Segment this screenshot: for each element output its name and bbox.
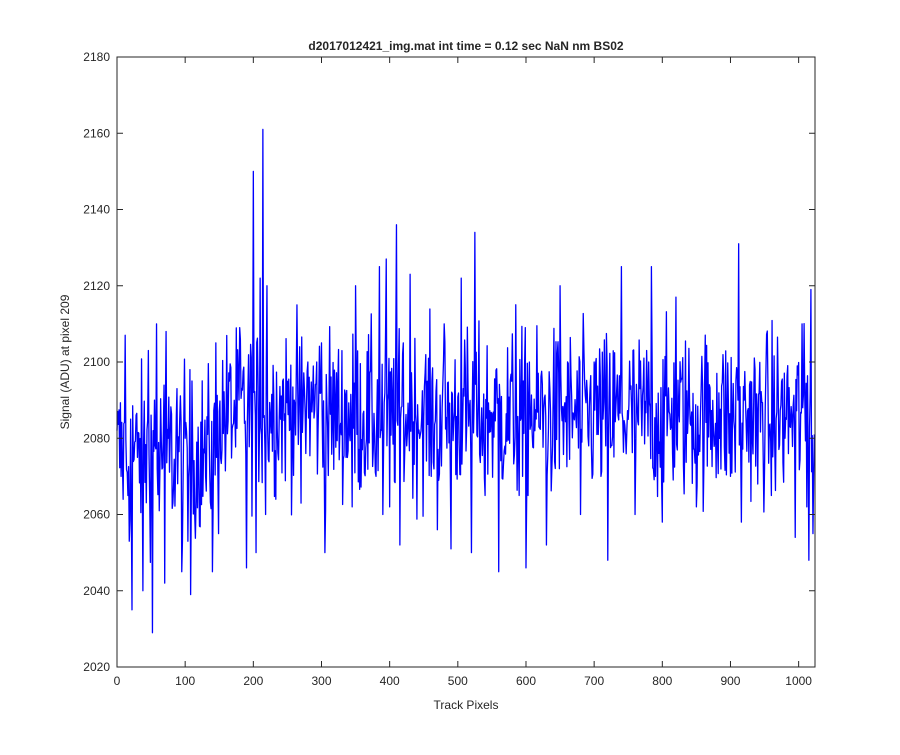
x-tick-label: 400 [380,674,400,688]
x-tick-label: 1000 [785,674,812,688]
axes-background [117,57,815,667]
x-tick-label: 100 [175,674,195,688]
x-tick-label: 500 [448,674,468,688]
x-tick-label: 800 [652,674,672,688]
y-tick-label: 2100 [83,355,110,369]
y-tick-label: 2080 [83,431,110,445]
x-tick-label: 600 [516,674,536,688]
y-tick-label: 2040 [83,584,110,598]
x-tick-label: 700 [584,674,604,688]
y-tick-label: 2160 [83,126,110,140]
tick-layer: 0 100 200 300 400 500 600 700 800 900 1000 2020 2040… [83,50,815,688]
y-axis-label: Signal (ADU) at pixel 209 [58,294,72,429]
x-tick-label: 300 [311,674,331,688]
y-tick-label: 2140 [83,203,110,217]
series-line [116,128,815,634]
x-tick-label: 900 [720,674,740,688]
x-tick-label: 200 [243,674,263,688]
x-tick-label: 0 [114,674,121,688]
y-tick-label: 2120 [83,279,110,293]
y-tick-label: 2020 [83,660,110,674]
y-tick-label: 2060 [83,508,110,522]
y-tick-label: 2180 [83,50,110,64]
x-axis-label: Track Pixels [434,698,499,712]
series-layer [116,128,815,634]
chart-title: d2017012421_img.mat int time = 0.12 sec … [308,39,623,53]
